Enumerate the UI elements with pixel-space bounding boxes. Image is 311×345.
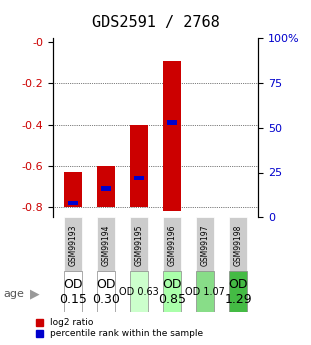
Text: ▶: ▶ bbox=[30, 287, 39, 300]
Bar bbox=[97, 217, 115, 273]
Text: GSM99197: GSM99197 bbox=[201, 224, 210, 266]
Bar bbox=[229, 217, 247, 273]
Legend: log2 ratio, percentile rank within the sample: log2 ratio, percentile rank within the s… bbox=[36, 318, 203, 338]
Text: GDS2591 / 2768: GDS2591 / 2768 bbox=[92, 15, 219, 30]
Bar bbox=[163, 217, 181, 273]
Text: GSM99194: GSM99194 bbox=[101, 224, 110, 266]
Text: OD 0.63: OD 0.63 bbox=[119, 287, 159, 296]
Text: OD
0.85: OD 0.85 bbox=[158, 277, 186, 306]
Bar bbox=[97, 271, 115, 312]
Text: GSM99198: GSM99198 bbox=[234, 224, 243, 266]
Text: OD 1.07: OD 1.07 bbox=[185, 287, 225, 296]
Bar bbox=[229, 271, 247, 312]
Bar bbox=[134, 176, 144, 180]
Bar bbox=[163, 271, 181, 312]
Text: GSM99193: GSM99193 bbox=[68, 224, 77, 266]
Bar bbox=[97, 166, 115, 207]
Bar bbox=[130, 125, 148, 207]
Text: OD
1.29: OD 1.29 bbox=[225, 277, 252, 306]
Bar bbox=[130, 217, 148, 273]
Bar bbox=[196, 217, 214, 273]
Bar bbox=[196, 271, 214, 312]
Bar bbox=[130, 271, 148, 312]
Bar bbox=[68, 201, 78, 205]
Bar bbox=[64, 172, 82, 207]
Text: GSM99196: GSM99196 bbox=[168, 224, 177, 266]
Bar bbox=[64, 217, 82, 273]
Text: OD
0.15: OD 0.15 bbox=[59, 277, 87, 306]
Bar bbox=[64, 271, 82, 312]
Bar bbox=[167, 120, 177, 125]
Bar bbox=[101, 186, 111, 190]
Text: OD
0.30: OD 0.30 bbox=[92, 277, 120, 306]
Text: age: age bbox=[3, 289, 24, 299]
Bar bbox=[163, 61, 181, 211]
Text: GSM99195: GSM99195 bbox=[134, 224, 143, 266]
